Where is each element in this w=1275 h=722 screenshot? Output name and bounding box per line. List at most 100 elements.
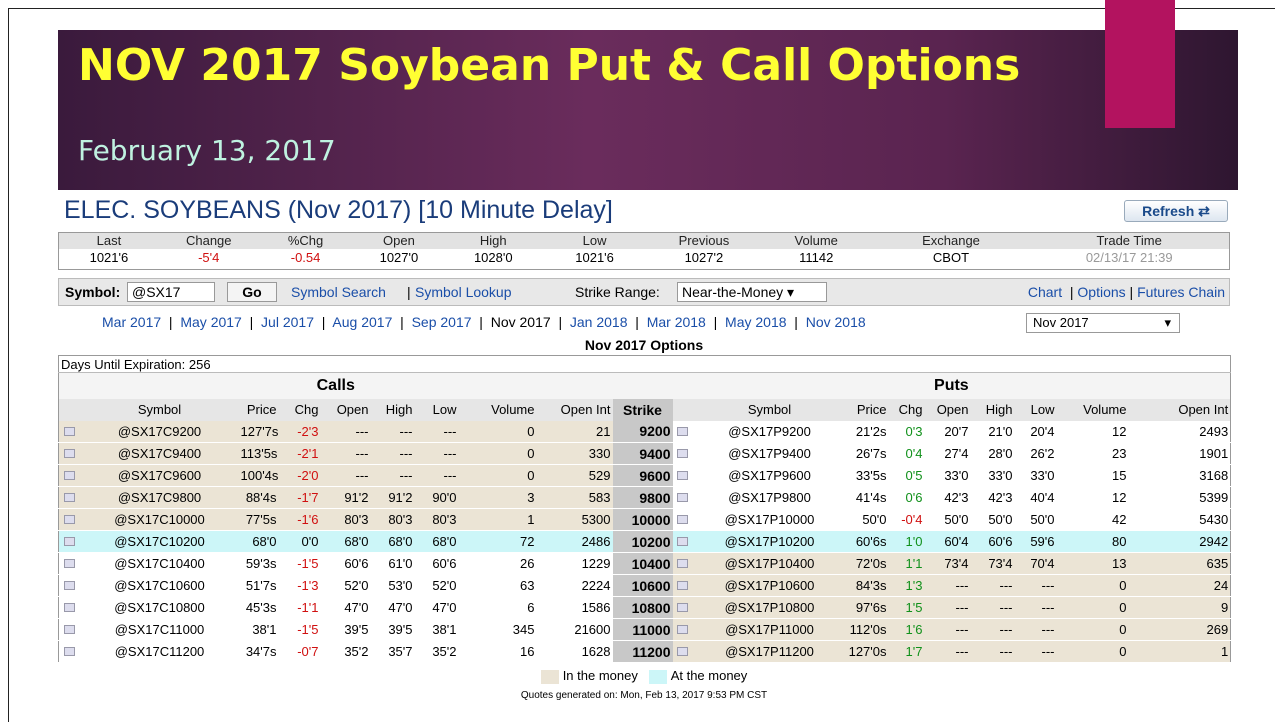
put-cell: @SX17P10000 xyxy=(692,508,847,531)
strike-spacer xyxy=(612,372,673,399)
put-cell: 60'6s xyxy=(846,530,889,553)
futures-chain-link[interactable]: Futures Chain xyxy=(1137,284,1225,300)
call-cell: -2'1 xyxy=(278,442,321,465)
put-cell: 42'3 xyxy=(970,486,1015,509)
chart-icon[interactable] xyxy=(677,581,688,590)
chart-icon-cell xyxy=(58,618,81,641)
chart-icon[interactable] xyxy=(64,426,76,436)
refresh-button[interactable]: Refresh ⇄ xyxy=(1124,200,1228,222)
chart-icon[interactable] xyxy=(64,537,76,546)
legend: In the money At the money xyxy=(58,668,1230,684)
call-cell: 51'7s xyxy=(238,574,279,597)
call-cell: @SX17C9200 xyxy=(80,420,239,443)
chart-icon-cell xyxy=(58,552,81,575)
refresh-label[interactable]: Refresh xyxy=(1142,203,1195,219)
strike-header: Strike xyxy=(612,398,673,421)
month-link[interactable]: May 2018 xyxy=(725,314,787,330)
put-cell: 60'6 xyxy=(970,530,1015,553)
chart-icon[interactable] xyxy=(64,515,76,524)
put-cell: 24 xyxy=(1128,574,1231,597)
chart-icon[interactable] xyxy=(677,559,688,568)
month-link[interactable]: Aug 2017 xyxy=(332,314,393,330)
option-row: @SX17C9800 88'4s -1'7 91'2 91'2 90'0 3 583 9800 @… xyxy=(58,486,1231,509)
chart-icon[interactable] xyxy=(64,471,76,480)
puts-label: Puts xyxy=(934,376,969,394)
call-cell: 113'5s xyxy=(238,442,279,465)
quote-value: -5'4 xyxy=(198,250,220,265)
call-cell: --- xyxy=(370,464,415,487)
legend-itm: In the money xyxy=(562,668,638,683)
chart-icon[interactable] xyxy=(64,603,76,612)
chart-icon[interactable] xyxy=(677,515,688,524)
chart-icon[interactable] xyxy=(64,559,76,568)
call-cell: -1'7 xyxy=(278,486,321,509)
month-select-value[interactable]: Nov 2017 xyxy=(1033,315,1089,330)
month-link[interactable]: Mar 2017 xyxy=(102,314,162,330)
put-cell: 50'0 xyxy=(970,508,1015,531)
put-cell: 50'0 xyxy=(846,508,889,531)
month-link[interactable]: Jul 2017 xyxy=(261,314,314,330)
call-cell: --- xyxy=(370,420,415,443)
option-row: @SX17C10800 45'3s -1'1 47'0 47'0 47'0 6 1586 108… xyxy=(58,596,1231,619)
chart-icon[interactable] xyxy=(64,581,76,590)
chart-icon[interactable] xyxy=(677,603,688,612)
put-cell: 21'2s xyxy=(846,420,889,443)
put-cell: @SX17P9200 xyxy=(692,420,847,443)
chart-icon[interactable] xyxy=(677,449,688,458)
put-cell: 60'4 xyxy=(924,530,971,553)
chart-icon-cell xyxy=(672,420,693,443)
month-select[interactable]: Nov 2017 ▾ xyxy=(1026,313,1180,333)
symbol-lookup-link[interactable]: Symbol Lookup xyxy=(415,284,512,300)
month-link[interactable]: Nov 2018 xyxy=(805,314,866,330)
call-cell: 2224 xyxy=(536,574,613,597)
put-cell: @SX17P10200 xyxy=(692,530,847,553)
put-cell: --- xyxy=(1014,574,1057,597)
call-cell: 63 xyxy=(458,574,537,597)
strike-cell: 10600 xyxy=(612,574,673,597)
chart-icon[interactable] xyxy=(677,426,688,436)
put-cell: 40'4 xyxy=(1014,486,1057,509)
strike-select[interactable]: Near-the-Money ▾ xyxy=(677,282,827,302)
chart-icon[interactable] xyxy=(64,493,76,502)
month-link[interactable]: May 2017 xyxy=(180,314,242,330)
put-column-header: Volume xyxy=(1056,398,1129,421)
call-cell: --- xyxy=(414,420,459,443)
symbol-search-link[interactable]: Symbol Search xyxy=(291,284,386,300)
put-cell: 13 xyxy=(1056,552,1129,575)
chart-icon[interactable] xyxy=(677,537,688,546)
call-cell: --- xyxy=(414,442,459,465)
call-cell: 77'5s xyxy=(238,508,279,531)
chart-icon[interactable] xyxy=(677,625,688,634)
chart-icon[interactable] xyxy=(677,647,688,656)
chart-icon[interactable] xyxy=(64,647,76,656)
call-cell: 39'5 xyxy=(370,618,415,641)
month-link[interactable]: Jan 2018 xyxy=(569,314,628,330)
quote-header: Change xyxy=(158,233,259,249)
call-cell: --- xyxy=(370,442,415,465)
chart-link[interactable]: Chart xyxy=(1027,284,1063,300)
put-cell: @SX17P10600 xyxy=(692,574,847,597)
strike-cell: 11000 xyxy=(612,618,673,641)
call-cell: 0 xyxy=(458,464,537,487)
symbol-input[interactable]: @SX17 xyxy=(127,282,215,302)
chart-icon-cell xyxy=(58,464,81,487)
go-button[interactable]: Go xyxy=(227,282,277,302)
month-link[interactable]: Nov 2017 xyxy=(490,314,551,330)
month-link[interactable]: Mar 2018 xyxy=(646,314,706,330)
strike-cell: 11200 xyxy=(612,640,673,663)
option-row: @SX17C9400 113'5s -2'1 --- --- --- 0 330 9400 @SX… xyxy=(58,442,1231,465)
chart-icon[interactable] xyxy=(64,449,76,458)
strike-label: Strike Range: xyxy=(575,284,660,300)
call-cell: 100'4s xyxy=(238,464,279,487)
chart-icon[interactable] xyxy=(677,471,688,480)
options-link[interactable]: Options xyxy=(1077,284,1126,300)
option-row: @SX17C10600 51'7s -1'3 52'0 53'0 52'0 63 2224 10… xyxy=(58,574,1231,597)
put-cell: 1'5 xyxy=(888,596,925,619)
dropdown-arrow[interactable]: ▾ xyxy=(1164,315,1171,330)
strike-value[interactable]: Near-the-Money xyxy=(682,284,784,300)
calls-label: Calls xyxy=(316,376,355,394)
month-link[interactable]: Sep 2017 xyxy=(411,314,472,330)
chart-icon[interactable] xyxy=(64,625,76,634)
put-cell: --- xyxy=(924,640,971,663)
chart-icon[interactable] xyxy=(677,493,688,502)
